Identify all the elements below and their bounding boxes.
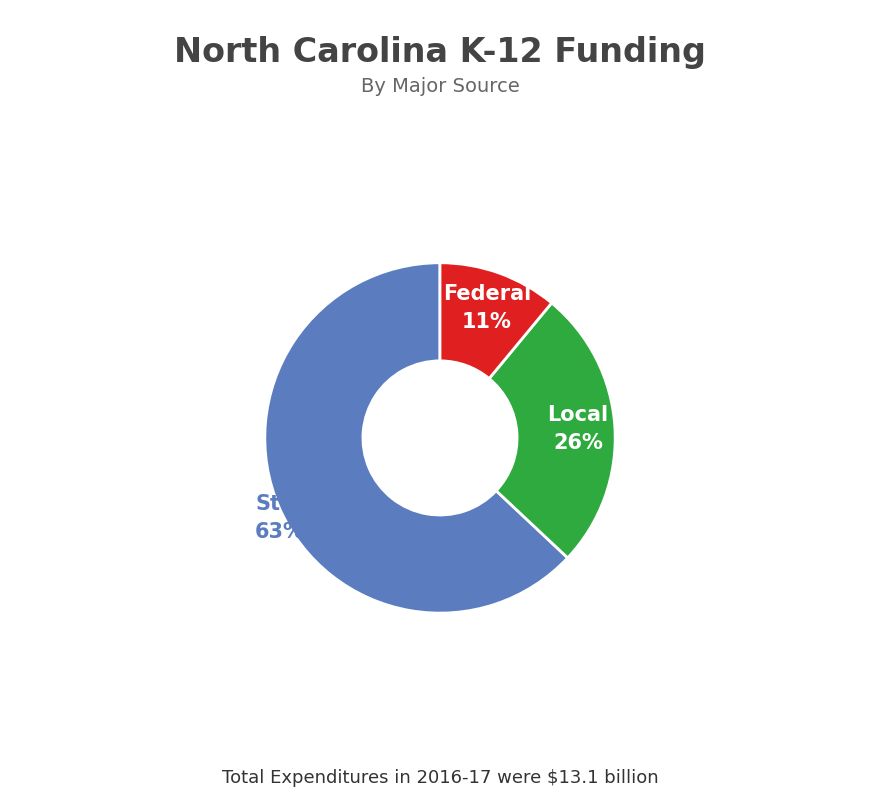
Text: State
63%: State 63%	[255, 494, 319, 542]
Text: Local
26%: Local 26%	[547, 406, 609, 453]
Wedge shape	[440, 263, 552, 379]
Text: Total Expenditures in 2016-17 were $13.1 billion: Total Expenditures in 2016-17 were $13.1…	[222, 769, 658, 787]
Wedge shape	[265, 263, 568, 613]
Text: North Carolina K-12 Funding: North Carolina K-12 Funding	[174, 36, 706, 70]
Text: By Major Source: By Major Source	[361, 77, 519, 96]
Wedge shape	[489, 303, 615, 558]
Text: Federal
11%: Federal 11%	[443, 284, 531, 332]
